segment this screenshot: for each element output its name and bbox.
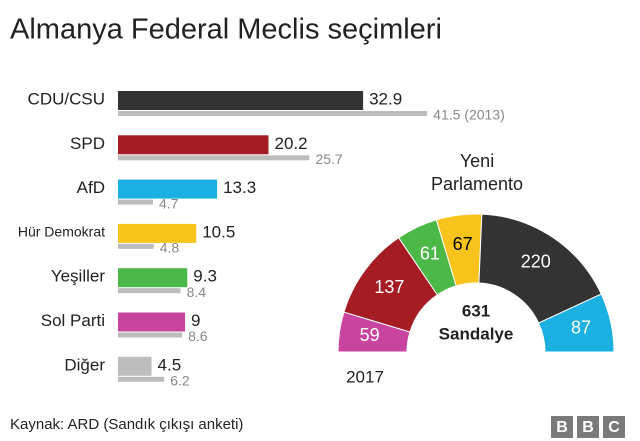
category-label: Diğer (64, 355, 105, 374)
seat-label: 220 (521, 251, 551, 271)
logo-letter: B (582, 419, 594, 436)
bar-previous (118, 199, 154, 205)
seat-label: 59 (360, 325, 380, 345)
logo-letter: C (608, 419, 620, 436)
value-label: 13.3 (223, 178, 256, 197)
category-label: Hür Demokrat (18, 224, 105, 240)
value-label-previous: 4.8 (160, 240, 180, 256)
logo-box (603, 416, 625, 438)
logo-box (551, 416, 573, 438)
bar-previous (118, 288, 181, 294)
bar (118, 268, 188, 288)
value-label-previous: 8.6 (188, 328, 208, 344)
bar-previous (118, 155, 310, 161)
value-label: 20.2 (274, 134, 307, 153)
category-label: CDU/CSU (28, 89, 105, 108)
seat-label: 87 (571, 318, 591, 338)
bar (118, 179, 218, 199)
seat-label: 61 (420, 244, 440, 264)
value-label-previous: 25.7 (315, 151, 342, 167)
page-title: Almanya Federal Meclis seçimleri (10, 14, 442, 46)
logo-box (577, 416, 599, 438)
seat-label: 137 (374, 277, 404, 297)
value-label-previous: 4.7 (159, 195, 179, 211)
seat-segment (537, 293, 615, 353)
value-label: 10.5 (202, 222, 235, 241)
value-label: 32.9 (369, 89, 402, 108)
bar-previous (118, 332, 183, 338)
seat-segment (478, 213, 602, 324)
bar-previous (118, 376, 165, 382)
pie-title: Yeni Parlamento (430, 151, 524, 194)
value-label-previous: 41.5 (2013) (433, 107, 505, 123)
value-label-previous: 6.2 (170, 373, 190, 389)
bar (118, 91, 364, 110)
value-label-previous: 8.4 (187, 284, 207, 300)
bar-previous (118, 243, 154, 249)
category-label: Sol Parti (41, 311, 105, 330)
bar (118, 312, 186, 332)
seat-label: 67 (453, 234, 473, 254)
total: 631 (462, 301, 490, 320)
year-label: 2017 (346, 367, 384, 386)
bar (118, 356, 152, 376)
value-label: 4.5 (158, 355, 182, 374)
value-label: 9 (191, 311, 200, 330)
center-label: Sandalye (439, 324, 514, 343)
logo-letter: B (556, 419, 568, 436)
bar-previous (118, 111, 428, 116)
source: Kaynak: ARD (Sandık çıkışı anketi) (10, 416, 243, 433)
value-label: 9.3 (193, 267, 217, 286)
category-label: SPD (70, 134, 105, 153)
bar (118, 223, 197, 243)
category-label: AfD (77, 178, 105, 197)
category-label: Yeşiller (51, 267, 106, 286)
bar (118, 135, 269, 155)
